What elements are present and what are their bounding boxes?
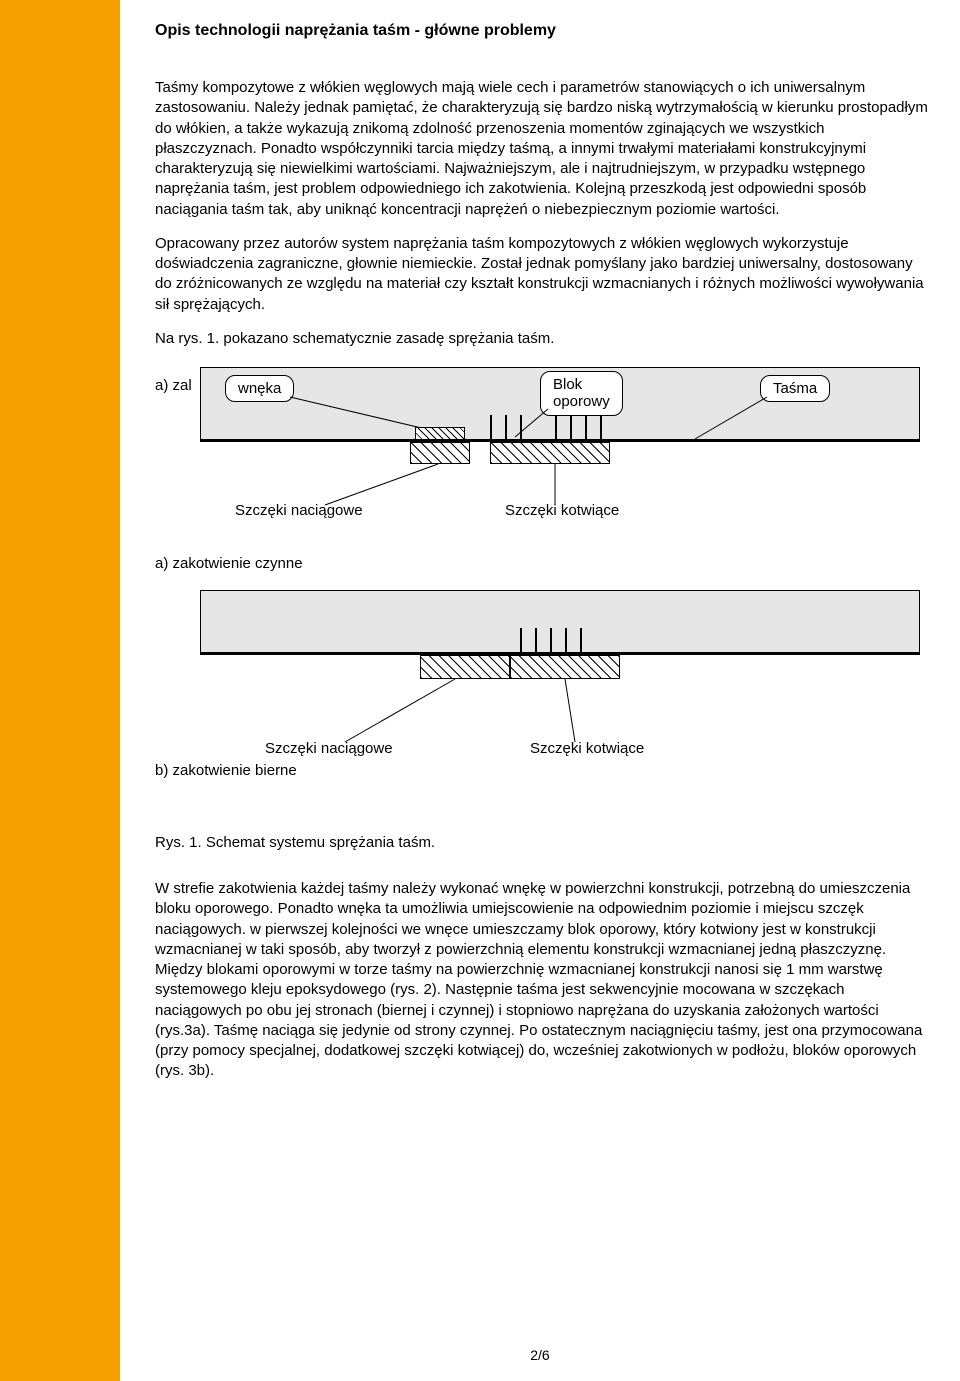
page-number: 2 <box>530 1347 538 1363</box>
sub-a: a) zakotwienie czynne <box>155 555 930 572</box>
sidebar-stripe <box>0 0 120 1381</box>
sub-b: b) zakotwienie bierne <box>155 762 297 779</box>
bolt <box>600 415 602 442</box>
fig1a-prefix: a) zal <box>155 377 192 394</box>
figure-1a: a) zal wnęka Blok oporowy Taśma <box>155 367 930 537</box>
bolt <box>550 628 552 655</box>
callout-blok: Blok oporowy <box>540 371 623 416</box>
label-kotwiace-1a: Szczęki kotwiące <box>505 502 619 519</box>
callout-wneka: wnęka <box>225 375 294 402</box>
bolt <box>535 628 537 655</box>
fig1b-beam <box>200 590 920 655</box>
pointer-kotwiace-1b <box>155 590 156 591</box>
jaw-right-1a <box>490 442 610 464</box>
figure-1b: Szczęki naciągowe Szczęki kotwiące b) za… <box>155 590 930 810</box>
bolt <box>570 415 572 442</box>
page-content: Opis technologii naprężania taśm - główn… <box>120 0 960 1381</box>
pointer-kotwiace-1a <box>155 367 156 368</box>
page-footer: 2/6 <box>120 1347 960 1363</box>
jaw-left-1a <box>410 442 470 464</box>
bolt <box>505 415 507 442</box>
bolt <box>565 628 567 655</box>
page-total: /6 <box>538 1347 550 1363</box>
label-naciagowe-1a: Szczęki naciągowe <box>235 502 363 519</box>
bolt <box>490 415 492 442</box>
bolt <box>520 415 522 442</box>
bolt <box>555 415 557 442</box>
bolt <box>520 628 522 655</box>
label-kotwiace-1b: Szczęki kotwiące <box>530 740 644 757</box>
callout-tasma: Taśma <box>760 375 830 402</box>
paragraph-4: W strefie zakotwienia każdej taśmy należ… <box>155 879 930 1082</box>
jaw-left-1b <box>420 655 510 679</box>
doc-title: Opis technologii naprężania taśm - główn… <box>155 22 930 40</box>
figure-caption: Rys. 1. Schemat systemu sprężania taśm. <box>155 834 930 851</box>
bolt <box>580 628 582 655</box>
paragraph-3: Na rys. 1. pokazano schematycznie zasadę… <box>155 329 930 349</box>
label-naciagowe-1b: Szczęki naciągowe <box>265 740 393 757</box>
jaw-right-1b <box>510 655 620 679</box>
paragraph-1: Taśmy kompozytowe z włókien węglowych ma… <box>155 78 930 220</box>
bolt <box>585 415 587 442</box>
paragraph-2: Opracowany przez autorów system naprężan… <box>155 234 930 315</box>
